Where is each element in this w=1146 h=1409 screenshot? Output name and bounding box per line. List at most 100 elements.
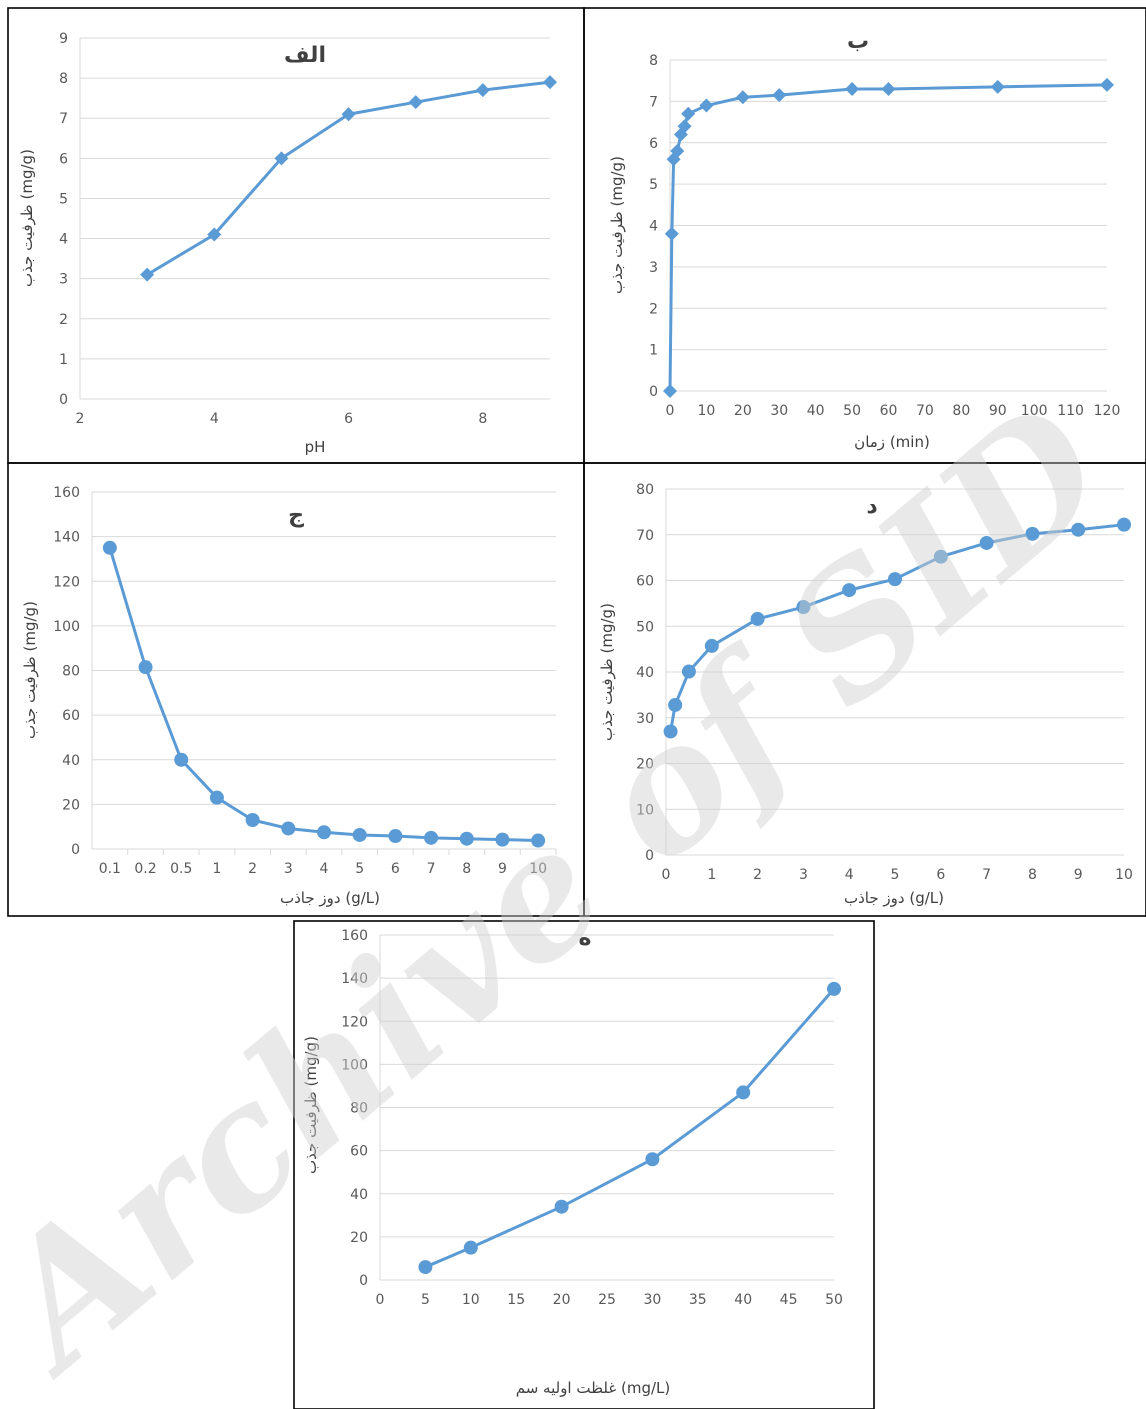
panel-frame	[293, 920, 875, 1409]
y-tick-label: 80	[350, 1101, 368, 1117]
x-tick-label: 30	[643, 1292, 661, 1308]
x-tick-label: 5	[891, 867, 900, 883]
y-tick-label: 7	[59, 111, 68, 127]
data-point	[281, 821, 296, 836]
x-tick-label: 120	[1094, 403, 1121, 419]
x-tick-label: 0	[662, 867, 671, 883]
data-point	[174, 752, 189, 767]
x-tick-label: 100	[1021, 403, 1048, 419]
data-point	[704, 638, 719, 653]
x-tick-label: 4	[210, 411, 219, 427]
y-tick-label: 140	[53, 530, 80, 546]
x-tick-label: 4	[845, 867, 854, 883]
x-tick-label: 15	[507, 1292, 525, 1308]
x-tick-label: 7	[982, 867, 991, 883]
y-tick-label: 120	[341, 1014, 368, 1030]
data-point	[796, 600, 811, 615]
y-tick-label: 6	[649, 136, 658, 152]
data-point	[736, 1085, 751, 1100]
y-tick-label: 2	[59, 312, 68, 328]
y-tick-label: 40	[350, 1187, 368, 1203]
x-tick-label: 6	[936, 867, 945, 883]
data-point	[352, 827, 367, 842]
data-point	[140, 267, 155, 282]
data-point	[274, 151, 289, 166]
x-tick-label: 45	[780, 1292, 798, 1308]
x-tick-label: 2	[753, 867, 762, 883]
x-tick-label: 20	[734, 403, 752, 419]
x-tick-label: 3	[284, 861, 293, 877]
data-point	[664, 226, 679, 241]
data-point	[1117, 517, 1131, 532]
x-tick-label: 50	[843, 403, 861, 419]
series-line	[424, 987, 836, 1269]
y-tick-label: 5	[649, 177, 658, 193]
x-tick-label: 5	[421, 1292, 430, 1308]
y-tick-label: 70	[636, 528, 654, 544]
y-tick-label: 0	[649, 384, 658, 400]
x-tick-label: 9	[1074, 867, 1083, 883]
x-tick-label: 40	[807, 403, 825, 419]
y-tick-label: 3	[59, 272, 68, 288]
x-tick-label: 10	[529, 861, 547, 877]
y-tick-label: 6	[59, 151, 68, 167]
data-point	[554, 1199, 569, 1214]
chart-title: ب	[847, 29, 869, 54]
x-axis-label: دوز جاذب (g/L)	[844, 889, 944, 907]
x-tick-label: 90	[989, 403, 1007, 419]
x-tick-label: 80	[952, 403, 970, 419]
x-tick-label: 60	[880, 403, 898, 419]
data-point	[735, 90, 750, 105]
y-tick-label: 1	[649, 343, 658, 359]
data-point	[531, 833, 546, 848]
x-axis-label: زمان (min)	[854, 433, 930, 451]
x-tick-label: 3	[799, 867, 808, 883]
x-tick-label: 4	[320, 861, 329, 877]
y-tick-label: 40	[62, 753, 80, 769]
x-tick-label: 10	[1115, 867, 1133, 883]
x-axis-label: pH	[305, 438, 326, 456]
data-point	[845, 81, 860, 96]
x-tick-label: 0.2	[134, 861, 156, 877]
data-point	[933, 549, 948, 564]
x-tick-label: 35	[689, 1292, 707, 1308]
data-point	[424, 830, 439, 845]
y-tick-label: 120	[53, 574, 80, 590]
data-point	[209, 790, 224, 805]
chart-title: ه	[579, 926, 592, 951]
y-tick-label: 1	[59, 352, 68, 368]
y-tick-label: 4	[59, 232, 68, 248]
y-tick-label: 80	[62, 664, 80, 680]
x-tick-label: 6	[344, 411, 353, 427]
chart-title: د	[866, 494, 877, 519]
y-tick-label: 2	[649, 301, 658, 317]
x-tick-label: 8	[462, 861, 471, 877]
x-tick-label: 25	[598, 1292, 616, 1308]
data-point	[677, 119, 692, 134]
data-point	[681, 106, 696, 121]
data-point	[699, 98, 714, 113]
data-point	[670, 144, 685, 159]
data-point	[418, 1260, 433, 1275]
y-tick-label: 4	[649, 219, 658, 235]
y-tick-label: 9	[59, 31, 68, 47]
data-point	[207, 227, 222, 242]
x-tick-label: 0.5	[170, 861, 192, 877]
y-tick-label: 100	[341, 1057, 368, 1073]
data-point	[827, 981, 841, 996]
y-tick-label: 20	[350, 1230, 368, 1246]
chart-title: الف	[284, 43, 326, 68]
data-point	[138, 660, 153, 675]
data-point	[317, 825, 331, 840]
chart-panel-he: 0 20 40 60 80 100 120 140 160 0 5 10 15 20 25 30 35 40 45 5…	[293, 920, 875, 1409]
chart-panel-alef: 0 1 2 3 4 5 6 7 8 9 2 4 6 8 pH ظرفیت جذب (mg/g) الف	[7, 7, 585, 464]
chart-title: ج	[288, 503, 304, 528]
y-tick-label: 8	[649, 53, 658, 69]
x-axis-label: دوز جاذب (g/L)	[280, 889, 380, 907]
data-point	[842, 583, 857, 598]
y-axis-label: ظرفیت جذب (mg/g)	[598, 603, 616, 741]
data-point	[645, 1152, 660, 1167]
y-axis-label: ظرفیت جذب (mg/g)	[608, 156, 626, 294]
data-point	[979, 535, 994, 550]
